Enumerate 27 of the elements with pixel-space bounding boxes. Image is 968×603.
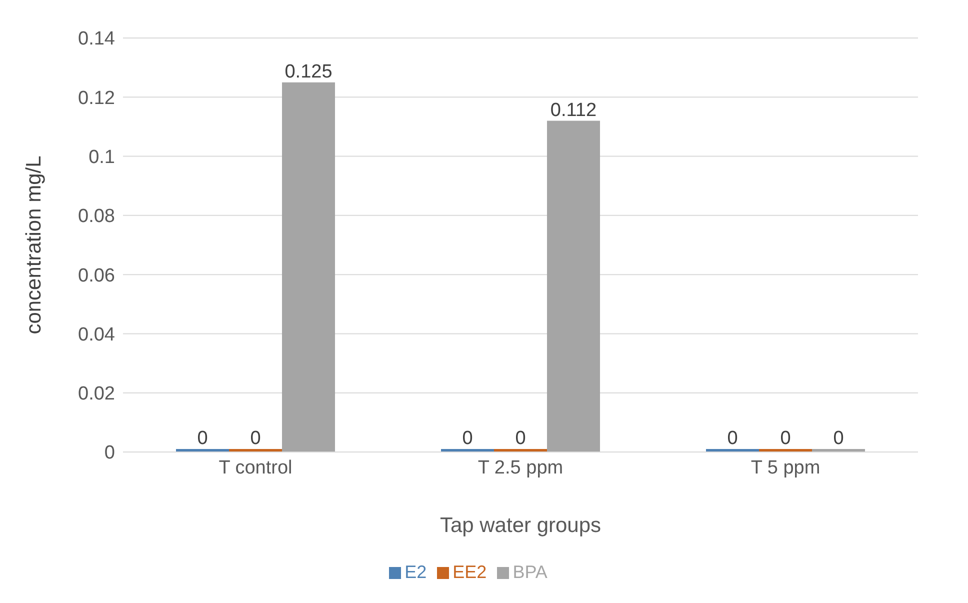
- data-label: 0: [727, 428, 738, 449]
- data-label: 0.125: [284, 61, 332, 82]
- bar: [282, 82, 335, 452]
- y-tick-label: 0.1: [88, 147, 115, 168]
- y-axis-title: concentration mg/L: [22, 156, 46, 334]
- y-tick-label: 0.12: [78, 88, 115, 109]
- bar: [547, 120, 600, 452]
- y-tick-label: 0: [104, 442, 115, 464]
- legend-label: BPA: [512, 562, 548, 582]
- data-label: 0: [833, 428, 844, 449]
- data-label: 0.112: [550, 100, 597, 121]
- x-tick-label: T control: [218, 457, 292, 478]
- y-tick-label: 0.14: [78, 28, 116, 50]
- y-tick-label: 0.02: [78, 384, 115, 405]
- data-label: 0: [780, 428, 791, 449]
- data-label: 0: [515, 428, 526, 449]
- y-tick-label: 0.06: [78, 265, 115, 286]
- legend-label: EE2: [452, 562, 487, 582]
- y-tick-label: 0.04: [78, 324, 116, 346]
- x-tick-label: T 2.5 ppm: [478, 457, 564, 478]
- x-tick-label: T 5 ppm: [750, 457, 820, 478]
- legend-label: E2: [404, 562, 427, 582]
- y-tick-label: 0.08: [78, 206, 115, 228]
- data-label: 0: [462, 428, 473, 449]
- data-label: 0: [250, 428, 261, 449]
- data-label: 0: [197, 428, 208, 449]
- x-axis-title: Tap water groups: [440, 514, 602, 537]
